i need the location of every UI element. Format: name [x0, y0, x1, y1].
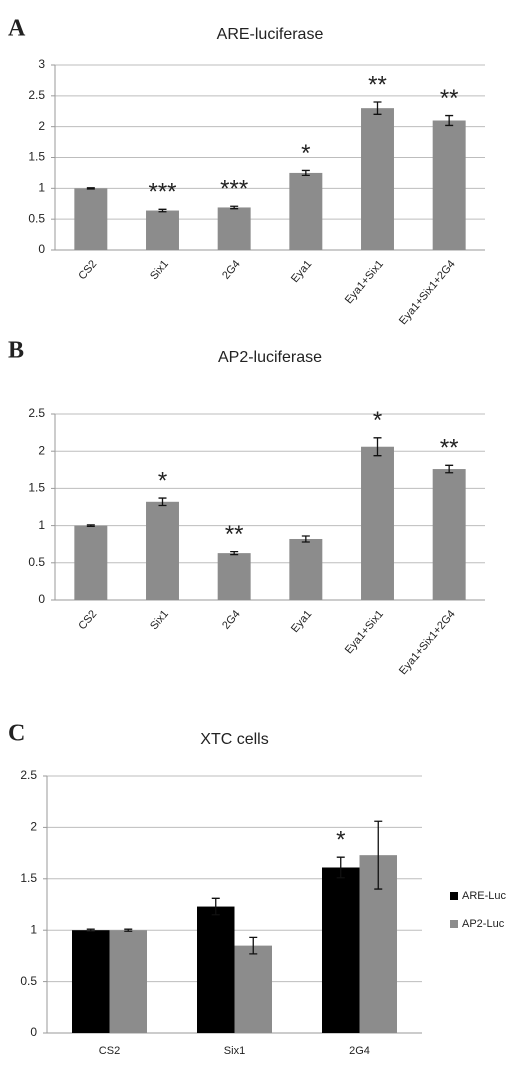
error-bar [211, 897, 220, 916]
bar [72, 930, 110, 1033]
legend-swatch [450, 892, 458, 900]
chart-title: XTC cells [200, 731, 268, 748]
error-bar [230, 205, 239, 210]
x-tick-label: Eya1+Six1+2G4 [397, 608, 458, 677]
y-tick-label: 1.5 [28, 150, 45, 164]
bar [146, 501, 179, 600]
error-bar [249, 936, 258, 955]
significance-mark: *** [220, 176, 248, 203]
bar [234, 945, 272, 1033]
x-tick-label: Eya1+Six1 [343, 258, 386, 306]
y-tick-label: 0.5 [28, 555, 45, 569]
y-tick-label: 0 [30, 1025, 37, 1039]
error-bar [301, 535, 310, 543]
error-bar [86, 928, 95, 932]
y-tick-label: 2.5 [20, 768, 37, 782]
bar [361, 108, 394, 251]
y-tick-label: 2.5 [28, 88, 45, 102]
bar [289, 538, 323, 600]
legend-swatch [450, 920, 458, 928]
panel-letter: C [8, 721, 25, 747]
x-tick-label: 2G4 [349, 1045, 370, 1057]
error-bar [445, 464, 454, 474]
bar [432, 469, 466, 600]
bar [197, 906, 235, 1033]
y-tick-label: 1 [30, 922, 37, 936]
significance-mark: ** [368, 71, 387, 98]
x-tick-label: Eya1+Six1+2G4 [397, 258, 458, 327]
bar [74, 188, 108, 250]
error-bar [158, 497, 167, 507]
error-bar [86, 524, 95, 527]
significance-mark: * [373, 407, 382, 434]
error-bar [301, 169, 310, 177]
error-bar [373, 101, 382, 115]
y-tick-label: 1 [38, 181, 45, 195]
legend-label: AP2-Luc [462, 918, 505, 930]
x-tick-label: CS2 [99, 1045, 120, 1057]
error-bar [158, 208, 167, 213]
x-tick-label: CS2 [76, 608, 99, 632]
significance-mark: * [158, 467, 167, 494]
chart-title: AP2-luciferase [218, 349, 322, 366]
x-tick-label: Six1 [148, 258, 171, 282]
panel-letter: B [8, 338, 24, 364]
significance-mark: * [301, 140, 310, 167]
bar [217, 553, 251, 600]
y-tick-label: 1.5 [20, 871, 37, 885]
bar [109, 930, 147, 1033]
significance-mark: * [336, 827, 345, 854]
x-tick-label: Six1 [148, 608, 171, 632]
significance-mark: ** [225, 521, 244, 548]
x-tick-label: Eya1 [289, 608, 314, 635]
y-tick-label: 3 [38, 57, 45, 71]
significance-mark: *** [148, 179, 176, 206]
y-tick-label: 1 [38, 518, 45, 532]
bar [146, 210, 179, 250]
x-tick-label: Eya1 [289, 258, 314, 285]
x-tick-label: 2G4 [220, 258, 243, 282]
y-tick-label: 0.5 [28, 211, 45, 225]
error-bar [374, 820, 383, 890]
y-tick-label: 2 [30, 820, 37, 834]
panel-letter: A [8, 16, 26, 42]
x-tick-label: Six1 [224, 1045, 245, 1057]
y-tick-label: 0.5 [20, 974, 37, 988]
bar [217, 207, 251, 250]
bar [361, 446, 394, 600]
error-bar [230, 550, 239, 556]
bar [432, 120, 466, 250]
y-tick-label: 1.5 [28, 481, 45, 495]
error-bar [336, 856, 345, 879]
significance-mark: ** [440, 85, 459, 112]
error-bar [373, 437, 382, 457]
y-tick-label: 0 [38, 242, 45, 256]
y-tick-label: 2 [38, 119, 45, 133]
y-tick-label: 2 [38, 443, 45, 457]
error-bar [445, 114, 454, 127]
x-tick-label: CS2 [76, 258, 99, 282]
error-bar [86, 187, 95, 190]
chart-title: ARE-luciferase [217, 26, 324, 43]
bar [322, 867, 360, 1033]
y-tick-label: 0 [38, 592, 45, 606]
significance-mark: ** [440, 435, 459, 462]
y-tick-label: 2.5 [28, 406, 45, 420]
error-bar [124, 928, 133, 932]
x-tick-label: 2G4 [220, 608, 243, 632]
bar [289, 172, 323, 250]
bar [74, 525, 108, 600]
x-tick-label: Eya1+Six1 [343, 608, 386, 656]
legend-label: ARE-Luc [462, 890, 507, 902]
